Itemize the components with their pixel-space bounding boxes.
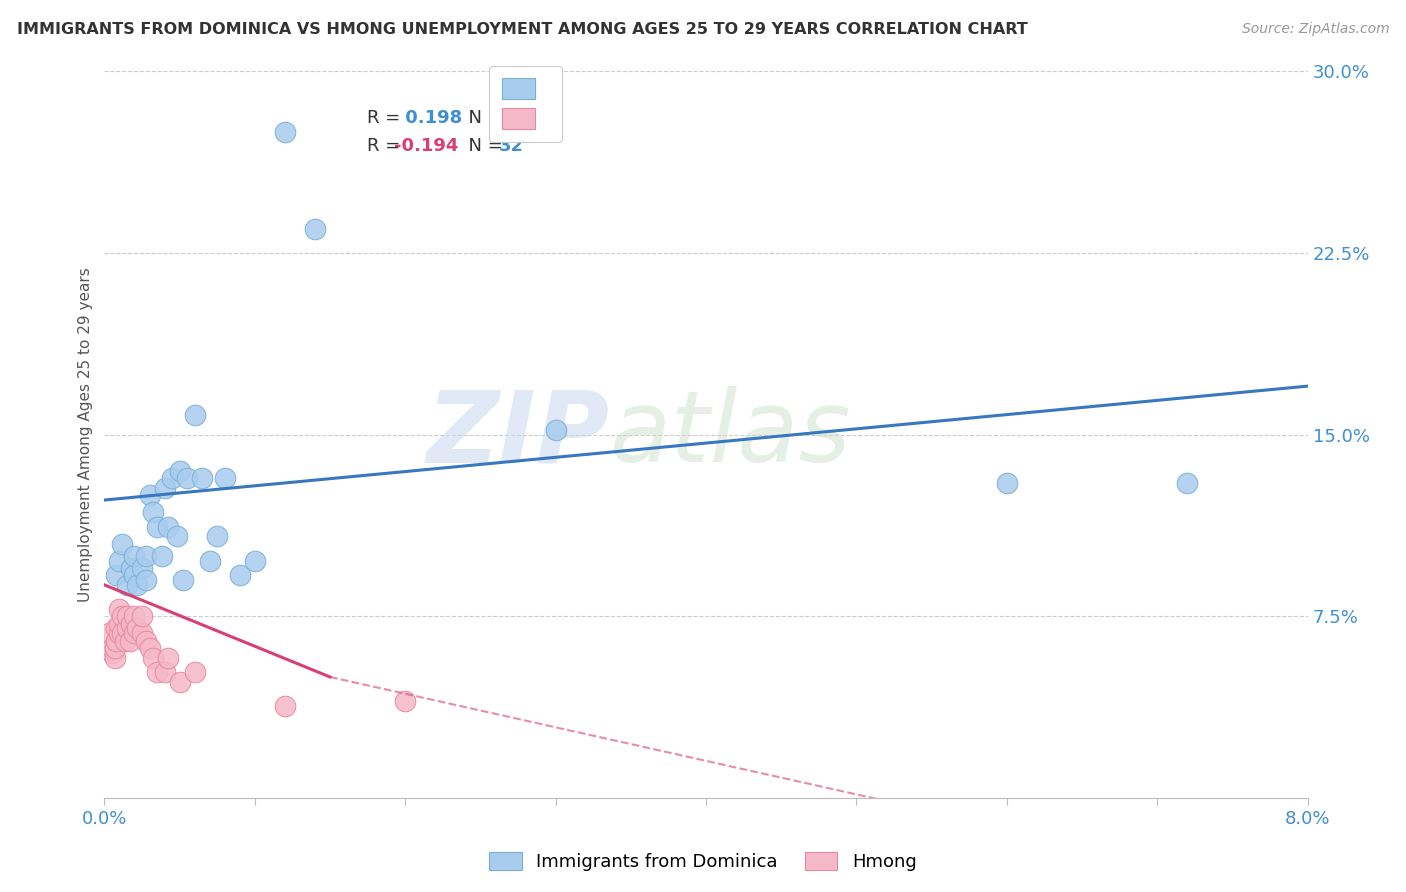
Point (274, 125, 297, 139)
Point (176, 471, 198, 485)
Point (108, 616, 131, 631)
Point (135, 633, 157, 648)
Text: 34: 34 (499, 110, 524, 128)
Point (105, 622, 128, 636)
Point (153, 665, 176, 679)
Point (131, 626, 153, 640)
Text: Source: ZipAtlas.com: Source: ZipAtlas.com (1241, 22, 1389, 37)
Point (108, 554, 131, 568)
Point (183, 408, 205, 422)
Point (105, 568, 128, 582)
Point (394, 694, 416, 708)
Y-axis label: Unemployment Among Ages 25 to 29 years: Unemployment Among Ages 25 to 29 years (79, 268, 93, 602)
Point (138, 640, 160, 655)
Point (172, 573, 194, 587)
Point (111, 626, 134, 640)
Point (105, 633, 128, 648)
Point (101, 646, 124, 660)
Text: ZIP: ZIP (427, 386, 610, 483)
Point (160, 471, 183, 485)
Point (191, 471, 214, 485)
Point (124, 626, 146, 640)
Point (138, 488, 160, 502)
Text: N =: N = (457, 137, 509, 155)
Text: 32: 32 (499, 137, 524, 155)
Point (1175, 476, 1198, 491)
Point (124, 609, 146, 624)
Point (169, 674, 191, 689)
Point (146, 665, 169, 679)
Point (150, 549, 173, 563)
Point (544, 423, 567, 437)
Legend: Immigrants from Dominica, Hmong: Immigrants from Dominica, Hmong (482, 845, 924, 879)
Text: R =: R = (367, 137, 406, 155)
Point (156, 519, 179, 533)
Point (124, 549, 146, 563)
Point (131, 609, 153, 624)
Text: -0.194: -0.194 (394, 137, 458, 155)
Point (127, 578, 149, 592)
Point (108, 602, 131, 616)
Point (115, 622, 138, 636)
Point (153, 481, 176, 495)
Text: atlas: atlas (610, 386, 852, 483)
Point (108, 626, 131, 640)
Point (214, 471, 236, 485)
Point (115, 578, 138, 592)
Point (156, 650, 179, 665)
Point (229, 568, 252, 582)
Text: R =: R = (367, 110, 406, 128)
Point (97, 626, 120, 640)
Point (274, 699, 297, 714)
Point (304, 221, 326, 235)
Point (169, 464, 191, 478)
Point (104, 640, 127, 655)
Point (101, 640, 124, 655)
Point (141, 505, 163, 519)
Point (120, 561, 142, 575)
Point (166, 529, 188, 543)
Point (124, 568, 146, 582)
Point (141, 650, 163, 665)
Point (115, 609, 138, 624)
Point (120, 616, 142, 631)
Point (135, 573, 157, 587)
Point (198, 554, 221, 568)
Point (183, 665, 205, 679)
Point (127, 622, 149, 636)
Text: IMMIGRANTS FROM DOMINICA VS HMONG UNEMPLOYMENT AMONG AGES 25 TO 29 YEARS CORRELA: IMMIGRANTS FROM DOMINICA VS HMONG UNEMPL… (17, 22, 1028, 37)
Point (111, 609, 134, 624)
Text: 0.198: 0.198 (399, 110, 463, 128)
Text: N =: N = (457, 110, 509, 128)
Point (135, 549, 157, 563)
Point (104, 650, 127, 665)
Point (114, 633, 136, 648)
Point (243, 554, 266, 568)
Point (205, 529, 228, 543)
Legend: , : , (489, 65, 561, 142)
Point (131, 561, 153, 575)
Point (146, 519, 169, 533)
Point (118, 633, 141, 648)
Point (111, 536, 134, 550)
Point (995, 476, 1018, 491)
